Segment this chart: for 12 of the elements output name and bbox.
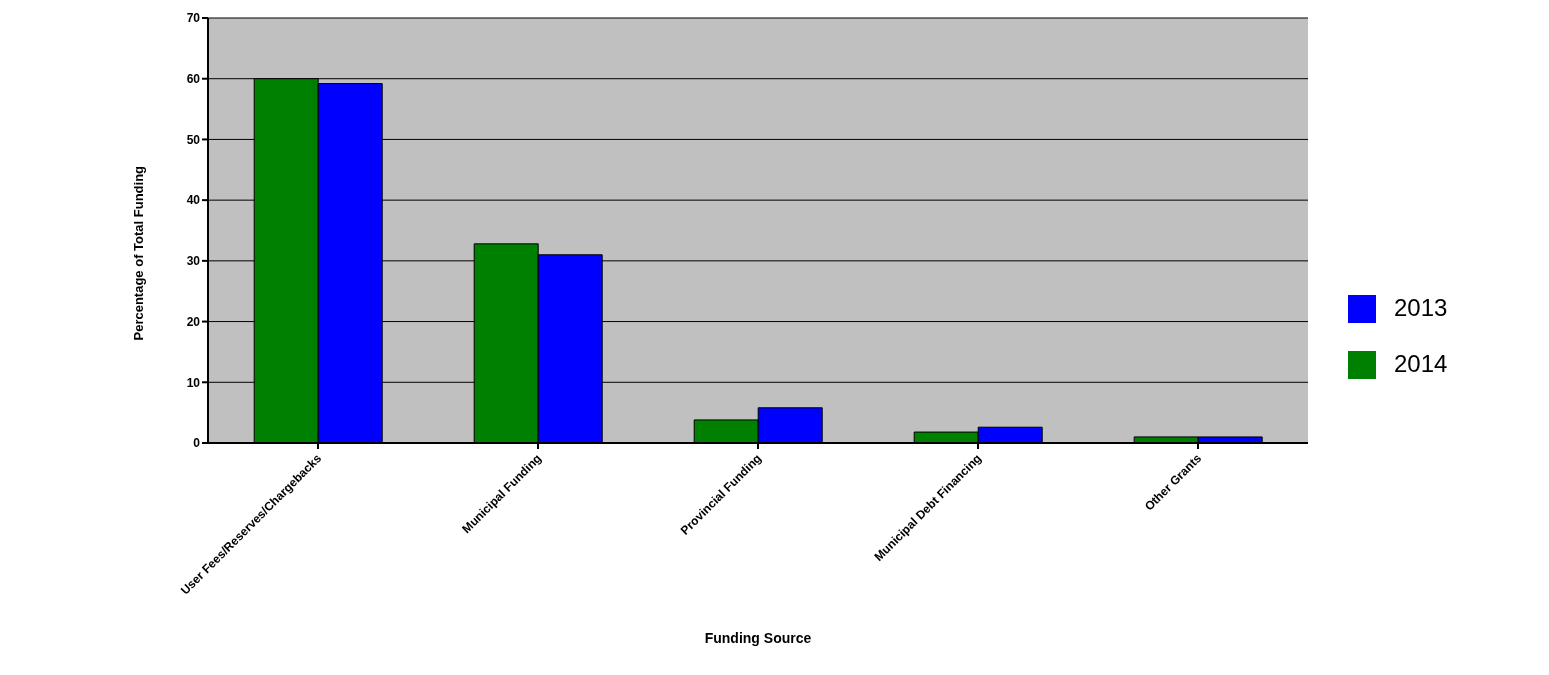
y-tick-label: 20 bbox=[186, 314, 201, 329]
legend-label: 2014 bbox=[1394, 349, 1448, 377]
y-axis-title: Percentage of Total Funding bbox=[130, 165, 146, 341]
x-axis-title: Funding Source bbox=[704, 630, 812, 646]
y-tick-label: 60 bbox=[186, 71, 201, 86]
y-tick-label: 50 bbox=[186, 132, 201, 147]
y-tick-label: 0 bbox=[193, 436, 201, 451]
y-tick-label: 30 bbox=[186, 254, 201, 269]
y-tick-label: 70 bbox=[186, 11, 201, 26]
y-tick-label: 40 bbox=[186, 193, 201, 208]
y-tick-label: 10 bbox=[186, 375, 201, 390]
legend-label: 2013 bbox=[1394, 293, 1448, 321]
